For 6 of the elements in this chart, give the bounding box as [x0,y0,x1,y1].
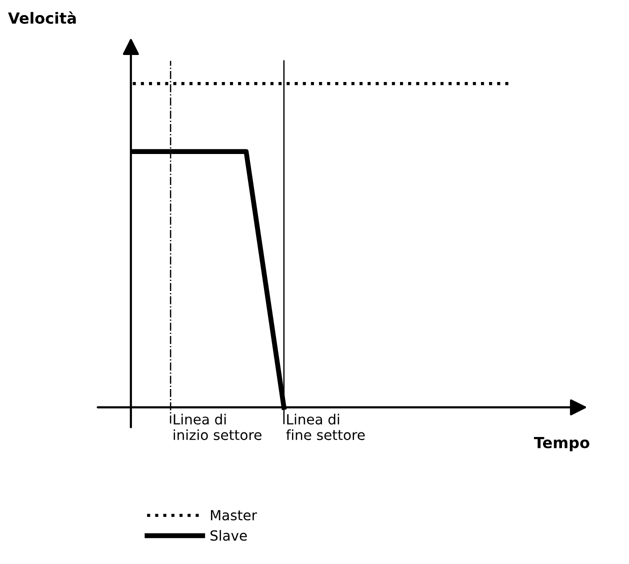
y-axis-title: Velocità [8,11,76,24]
text: Linea di inizio settore [174,414,262,440]
legend-label: Master [210,510,258,520]
x-axis-title: Tempo [534,436,590,452]
text: Linea di fine settore [286,414,365,440]
legend-label: Slave [210,530,247,541]
